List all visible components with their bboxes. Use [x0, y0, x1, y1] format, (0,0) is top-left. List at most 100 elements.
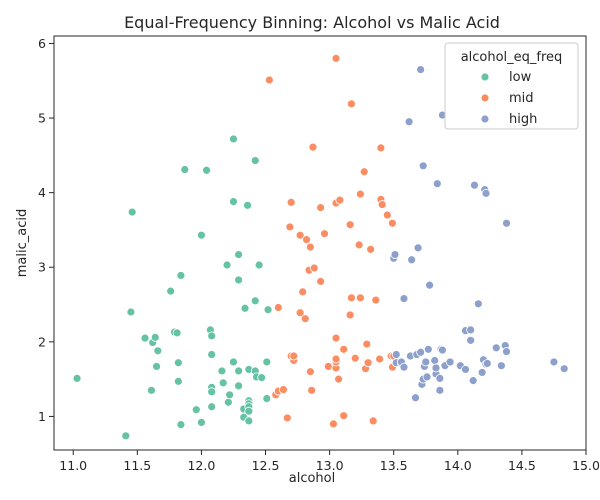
data-point-mid — [323, 362, 333, 371]
data-point-high — [473, 299, 483, 309]
data-point-high — [477, 368, 487, 377]
x-tick-label: 14.0 — [444, 458, 472, 473]
data-point-mid — [376, 143, 386, 153]
data-point-low — [222, 260, 232, 270]
legend-title: alcohol_eq_freq — [461, 50, 563, 65]
data-point-high — [435, 385, 445, 395]
data-point-low — [240, 303, 250, 313]
data-point-mid — [347, 99, 356, 109]
data-point-mid — [382, 210, 392, 220]
data-point-mid — [368, 416, 378, 426]
data-point-low — [72, 373, 82, 383]
data-point-low — [140, 333, 150, 343]
data-point-mid — [273, 303, 283, 312]
data-point-mid — [355, 189, 365, 199]
data-point-high — [502, 347, 511, 356]
y-tick-label: 5 — [38, 111, 46, 126]
data-point-low — [207, 387, 217, 397]
data-point-high — [491, 343, 501, 353]
x-tick-label: 14.5 — [508, 458, 536, 473]
data-point-high — [435, 373, 445, 383]
data-point-low — [244, 416, 254, 426]
data-point-low — [180, 165, 190, 174]
data-point-high — [399, 294, 409, 303]
y-axis: 1 2 3 4 5 6 — [38, 36, 54, 424]
legend-marker-low — [480, 72, 490, 82]
data-point-low — [207, 402, 217, 412]
data-point-low — [150, 332, 160, 342]
data-point-mid — [347, 293, 356, 303]
data-point-low — [176, 271, 186, 280]
data-point-mid — [354, 240, 364, 250]
x-tick-label: 12.0 — [187, 458, 215, 473]
data-point-high — [438, 345, 447, 355]
data-point-mid — [350, 353, 360, 363]
data-point-mid — [295, 230, 305, 240]
y-tick-label: 6 — [38, 36, 46, 51]
data-point-low — [254, 260, 264, 270]
data-point-low — [152, 362, 161, 371]
plot-area — [53, 35, 587, 451]
data-point-mid — [302, 235, 311, 245]
data-point-high — [549, 357, 559, 367]
data-point-low — [176, 420, 186, 430]
legend-marker-mid — [480, 93, 490, 103]
data-point-high — [411, 393, 420, 403]
x-tick-label: 13.5 — [380, 458, 408, 473]
data-point-low — [217, 366, 227, 376]
data-point-high — [422, 372, 432, 382]
data-point-mid — [345, 220, 355, 230]
data-point-mid — [316, 277, 326, 286]
data-point-low — [244, 406, 254, 416]
data-point-mid — [377, 200, 387, 209]
data-point-high — [416, 347, 426, 357]
data-point-high — [466, 335, 476, 345]
data-point-mid — [331, 53, 341, 63]
data-point-high — [496, 361, 506, 371]
data-point-high — [391, 350, 401, 359]
data-point-mid — [371, 295, 381, 305]
data-point-mid — [285, 222, 295, 232]
data-point-mid — [375, 354, 385, 364]
data-point-low — [218, 378, 228, 388]
data-point-high — [418, 161, 428, 171]
y-axis-label: malic_acid — [15, 209, 30, 277]
data-point-low — [234, 381, 244, 391]
x-axis-label: alcohol — [289, 471, 335, 486]
data-point-mid — [362, 339, 372, 349]
data-point-low — [234, 250, 244, 259]
data-point-high — [466, 325, 476, 335]
data-point-mid — [320, 229, 329, 239]
data-point-low — [257, 373, 267, 383]
x-tick-label: 15.0 — [572, 458, 600, 473]
data-point-mid — [355, 293, 365, 303]
data-point-low — [243, 200, 252, 210]
data-point-mid — [308, 142, 318, 152]
x-tick-label: 12.5 — [252, 458, 280, 473]
data-point-low — [234, 366, 244, 376]
data-point-high — [445, 357, 455, 367]
data-point-mid — [331, 333, 341, 343]
data-point-mid — [331, 354, 341, 364]
data-point-low — [126, 307, 136, 317]
legend-marker-high — [480, 114, 490, 124]
x-tick-label: 11.0 — [59, 458, 87, 473]
data-point-mid — [279, 385, 288, 394]
data-point-mid — [305, 367, 315, 377]
data-point-high — [390, 250, 400, 259]
data-point-low — [229, 357, 238, 367]
data-point-high — [470, 180, 479, 190]
data-point-low — [207, 331, 217, 341]
data-point-high — [423, 344, 433, 354]
data-point-mid — [298, 287, 308, 297]
data-point-low — [262, 394, 272, 403]
data-point-mid — [295, 308, 305, 318]
data-point-mid — [309, 263, 319, 273]
data-point-mid — [388, 218, 397, 228]
x-tick-label: 13.0 — [316, 458, 344, 473]
data-point-low — [166, 286, 176, 296]
data-point-mid — [335, 195, 345, 205]
x-tick-label: 11.5 — [123, 458, 151, 473]
data-point-low — [262, 357, 272, 367]
